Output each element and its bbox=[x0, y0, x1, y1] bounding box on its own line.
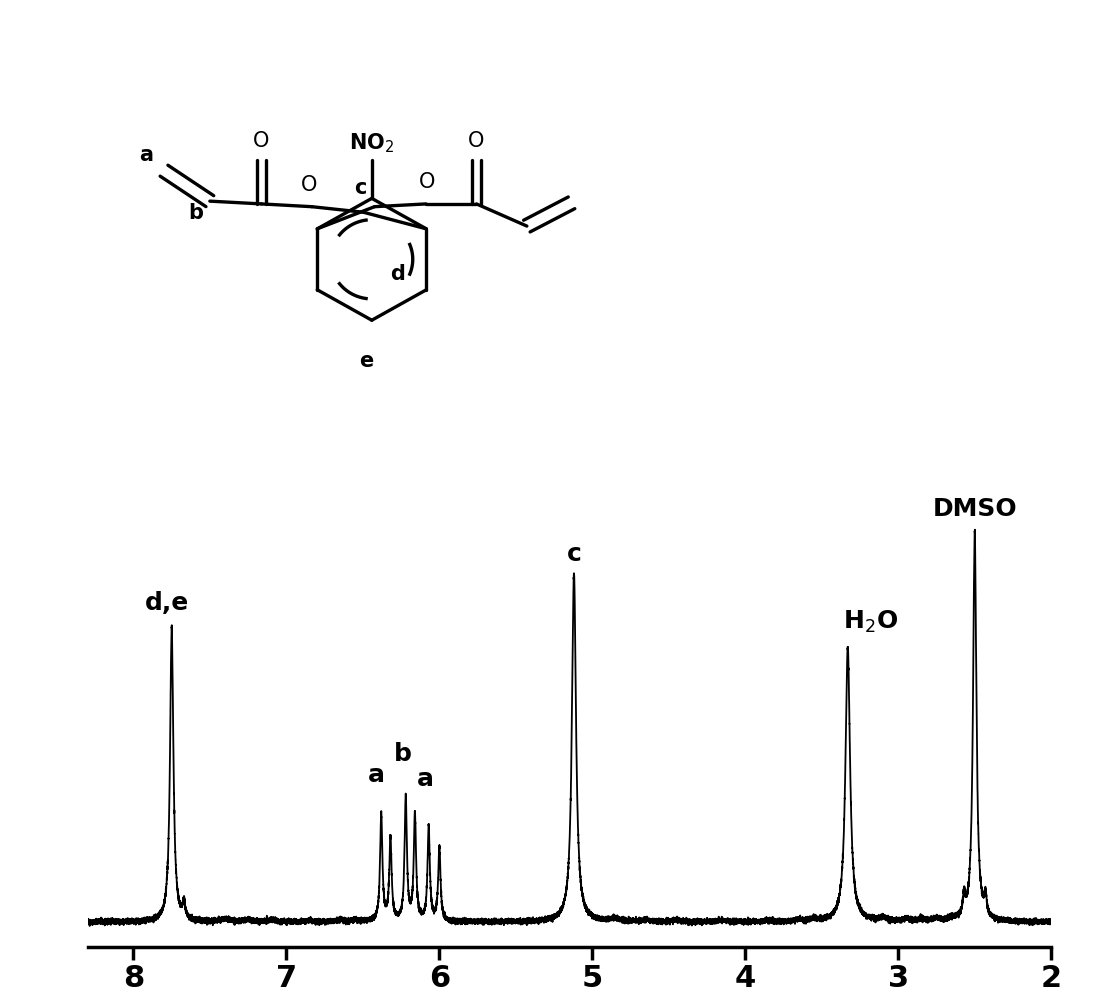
Text: H$_2$O: H$_2$O bbox=[843, 609, 898, 635]
Text: a: a bbox=[368, 763, 385, 786]
Text: DMSO: DMSO bbox=[933, 496, 1017, 521]
Text: a: a bbox=[139, 145, 152, 165]
Text: O: O bbox=[469, 131, 485, 151]
Text: d,e: d,e bbox=[145, 591, 189, 615]
Text: e: e bbox=[359, 350, 373, 371]
Text: O: O bbox=[301, 174, 318, 194]
Text: c: c bbox=[355, 178, 367, 198]
Text: c: c bbox=[566, 542, 581, 566]
Text: b: b bbox=[188, 203, 203, 224]
Text: d: d bbox=[390, 264, 405, 284]
Text: O: O bbox=[253, 131, 269, 151]
Text: NO$_2$: NO$_2$ bbox=[349, 132, 394, 155]
Text: b: b bbox=[394, 742, 412, 766]
Text: O: O bbox=[419, 172, 436, 191]
Text: a: a bbox=[417, 767, 434, 790]
